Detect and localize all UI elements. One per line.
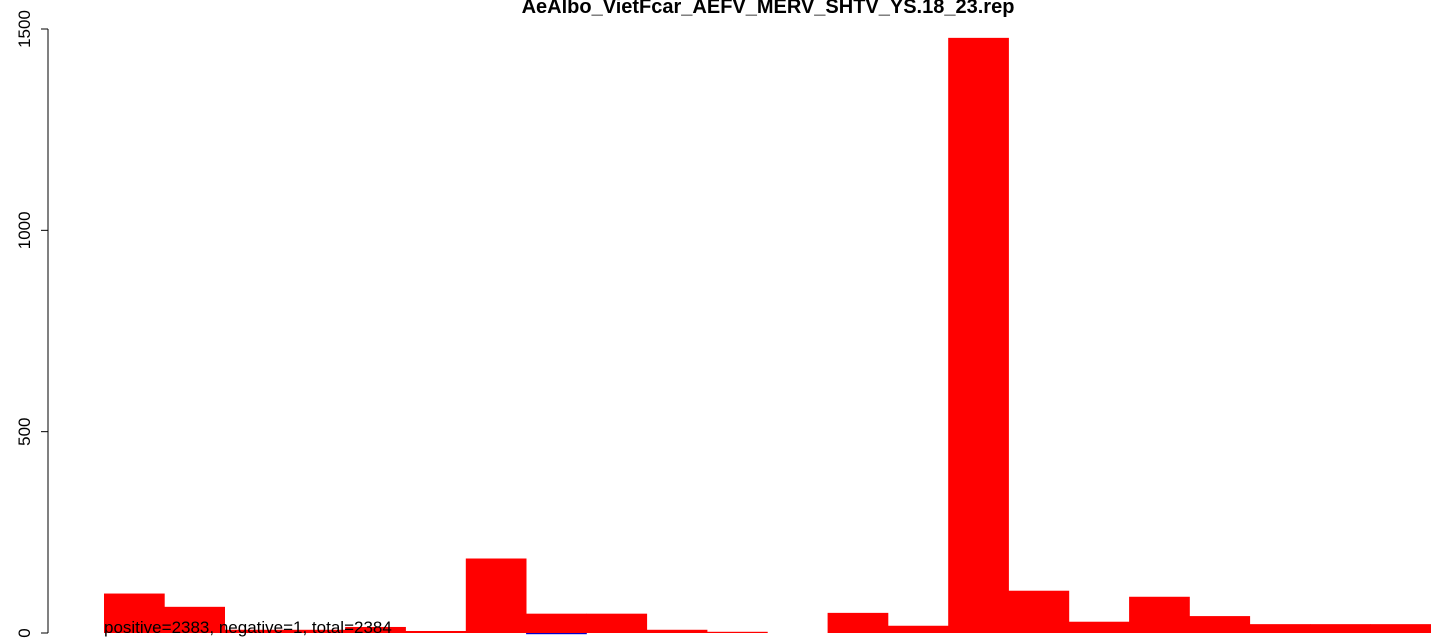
y-tick-label: 1500 (15, 10, 34, 48)
positive-bar (1310, 624, 1371, 633)
positive-bar (345, 626, 406, 633)
negative-bars (526, 633, 587, 635)
positive-bar (887, 625, 949, 633)
positive-bar (164, 606, 225, 633)
positive-bar (526, 613, 587, 633)
positive-bar (827, 612, 889, 633)
y-tick-label: 0 (15, 628, 34, 637)
y-tick-label: 500 (15, 417, 34, 445)
positive-bar (646, 629, 708, 633)
negative-bar (526, 633, 587, 635)
positive-bar (224, 629, 286, 633)
positive-bar (948, 37, 1009, 634)
chart-title: AeAlbo_VietFcar_AEFV_MERV_SHTV_YS.18_23.… (522, 0, 1015, 18)
positive-bar (465, 558, 527, 633)
positive-bars (104, 37, 1431, 634)
positive-bar (707, 631, 768, 633)
positive-bar (586, 613, 648, 633)
y-tick-label: 1000 (15, 211, 34, 249)
positive-bar (104, 593, 165, 633)
positive-bar (284, 629, 346, 633)
positive-bar (1008, 590, 1070, 633)
y-axis: 0 500 1000 1500 (15, 10, 49, 638)
positive-bar (1129, 596, 1190, 633)
positive-bar (1068, 621, 1130, 633)
count-annotation: positive=2383, negative=1, total=2384 (104, 618, 392, 637)
positive-bar (1249, 624, 1311, 633)
positive-bar (405, 630, 467, 633)
positive-bar (1189, 616, 1251, 633)
positive-bar (1370, 624, 1431, 633)
